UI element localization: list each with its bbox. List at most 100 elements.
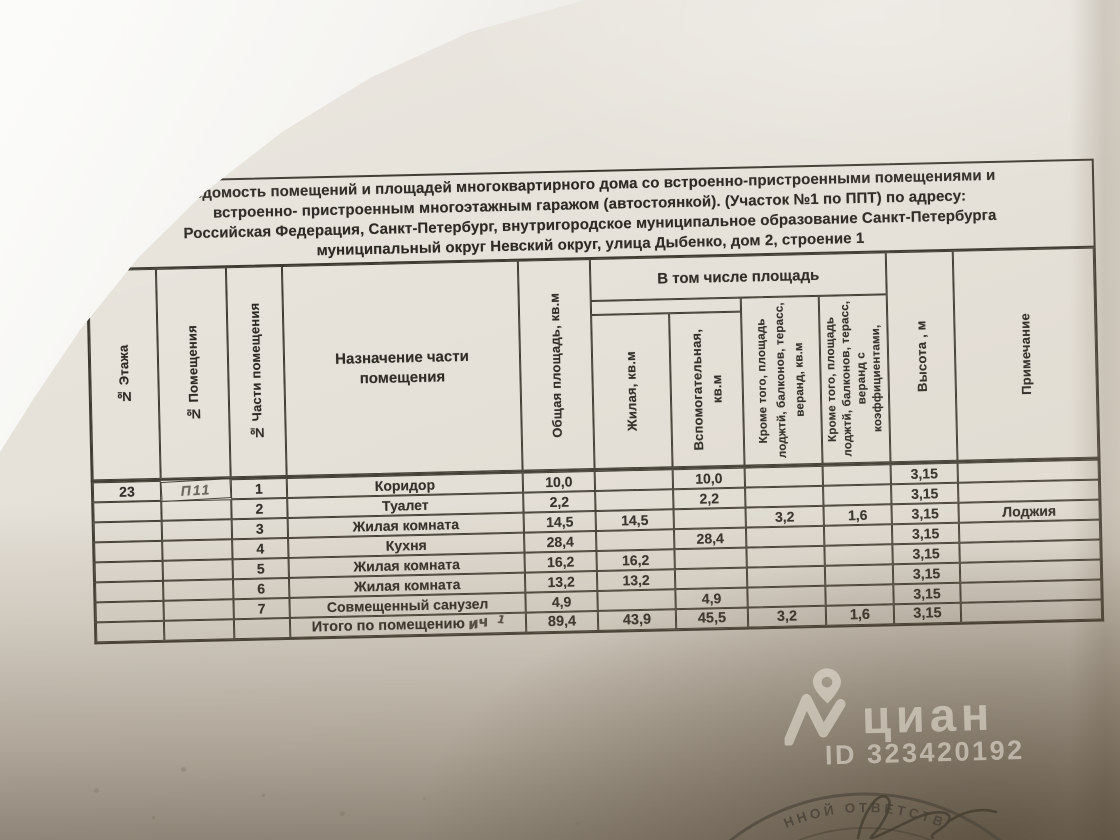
header-balcony-area: Кроме того, площадь лоджтй, балконов, те… bbox=[740, 295, 823, 466]
cell-balcony-coef: 1,6 bbox=[823, 504, 892, 526]
cell-total-area: 13,2 bbox=[524, 570, 598, 593]
cell-note bbox=[960, 599, 1103, 623]
cell-part: 5 bbox=[232, 557, 289, 580]
cell-auxiliary bbox=[673, 507, 746, 530]
cell-floor: 23 bbox=[92, 480, 162, 503]
cell-total-area: 4,9 bbox=[525, 590, 598, 613]
cell-unit bbox=[161, 519, 233, 541]
cell-unit bbox=[163, 599, 234, 621]
cell-balcony: 3,2 bbox=[745, 505, 824, 528]
cell-balcony-coef bbox=[822, 464, 892, 486]
header-total-area: Общая площадь, кв.м bbox=[517, 259, 595, 471]
cell-living bbox=[597, 589, 676, 611]
cell-auxiliary bbox=[674, 547, 747, 570]
cell-part: 2 bbox=[231, 497, 288, 520]
cell-height: 3,15 bbox=[891, 522, 960, 545]
cell-height: 3,15 bbox=[892, 542, 960, 565]
cell-total-area: 14,5 bbox=[523, 510, 596, 533]
cell-balcony-coef bbox=[823, 484, 892, 506]
header-balcony-coef-area: Кроме того, площадь лоджтй, балконов, те… bbox=[818, 294, 891, 464]
cell-balcony bbox=[745, 525, 825, 548]
cell-total-area: 10,0 bbox=[522, 470, 596, 493]
header-unit: № Помещения bbox=[155, 267, 231, 479]
cell-balcony-coef bbox=[824, 564, 894, 586]
signature-squiggle bbox=[856, 795, 998, 840]
cell-balcony bbox=[744, 465, 824, 488]
cell-floor bbox=[93, 500, 162, 523]
cell-auxiliary bbox=[674, 567, 748, 590]
cell-unit bbox=[163, 579, 234, 601]
cell-auxiliary: 2,2 bbox=[673, 487, 746, 510]
cell-total-area: 16,2 bbox=[524, 550, 597, 573]
cell-part: 7 bbox=[233, 597, 290, 620]
cell-unit bbox=[162, 539, 233, 561]
cell-balcony-coef: 1,6 bbox=[825, 604, 895, 626]
cell-total-area: 28,4 bbox=[524, 530, 597, 553]
cell-auxiliary: 10,0 bbox=[672, 467, 746, 490]
cell-height: 3,15 bbox=[893, 582, 961, 605]
cell-height: 3,15 bbox=[890, 462, 958, 485]
cell-balcony bbox=[747, 585, 826, 608]
handwritten-tick: 1 bbox=[496, 612, 506, 627]
header-purpose: Назначение части помещения bbox=[281, 260, 523, 476]
cell-living: 14,5 bbox=[595, 509, 674, 531]
cian-watermark: циан ID 323420192 bbox=[780, 654, 1043, 781]
document-page: Ведомость помещений и площадей многоквар… bbox=[83, 158, 1105, 645]
cell-floor bbox=[95, 600, 164, 623]
cell-floor bbox=[95, 620, 165, 643]
stamp-arc-text: ННОЙ ОТВЕТСТВ bbox=[782, 800, 949, 831]
cell-living bbox=[595, 489, 674, 511]
cell-height: 3,15 bbox=[892, 562, 961, 585]
header-floor: № Этажа bbox=[87, 268, 161, 481]
cell-floor bbox=[95, 580, 164, 603]
table-header: № Этажа № Помещения № Части помещения На… bbox=[85, 247, 1101, 483]
cell-total-area: 2,2 bbox=[523, 490, 596, 513]
cell-balcony bbox=[746, 545, 825, 568]
header-part: № Части помещения bbox=[225, 266, 287, 478]
cell-floor bbox=[94, 560, 164, 583]
header-note: Примечание bbox=[952, 247, 1099, 461]
cell-unit bbox=[162, 559, 233, 581]
cell-floor bbox=[94, 540, 163, 563]
cell-part bbox=[233, 617, 291, 640]
cell-living bbox=[595, 529, 675, 551]
cell-part: 6 bbox=[232, 577, 290, 600]
cell-balcony-coef bbox=[825, 584, 894, 606]
cell-part: 3 bbox=[231, 517, 289, 540]
cell-auxiliary: 4,9 bbox=[675, 587, 748, 610]
cell-living: 43,9 bbox=[597, 609, 677, 631]
cell-unit: П11 bbox=[160, 478, 232, 503]
cell-total-area: 89,4 bbox=[525, 610, 599, 633]
cell-unit bbox=[163, 619, 235, 641]
round-stamp: ННОЙ ОТВЕТСТВ bbox=[728, 792, 1002, 840]
header-living: Жилая, кв.м bbox=[591, 313, 673, 469]
watermark-brand-text: циан bbox=[861, 686, 995, 744]
cell-height: 3,15 bbox=[891, 482, 959, 505]
cell-total-label: Итого по помещению ич 1 bbox=[289, 611, 527, 638]
cell-height: 3,15 bbox=[891, 502, 959, 525]
watermark-id-text: ID 323420192 bbox=[824, 734, 1026, 771]
cell-balcony-coef bbox=[824, 544, 893, 566]
handwritten-note: ич bbox=[466, 611, 490, 634]
cell-balcony bbox=[746, 565, 826, 588]
cell-part: 1 bbox=[230, 477, 288, 500]
cell-balcony-coef bbox=[823, 524, 893, 546]
total-label-text: Итого по помещению bbox=[311, 615, 466, 636]
cell-auxiliary: 28,4 bbox=[673, 527, 747, 550]
cian-logo-icon bbox=[783, 668, 846, 746]
cell-balcony bbox=[745, 485, 824, 508]
header-height: Высота , м bbox=[885, 250, 958, 463]
cell-living: 16,2 bbox=[596, 549, 675, 571]
cell-unit bbox=[161, 499, 232, 521]
cell-height: 3,15 bbox=[893, 602, 962, 625]
cell-balcony: 3,2 bbox=[747, 605, 827, 628]
cell-floor bbox=[93, 520, 163, 543]
cell-living bbox=[594, 469, 674, 491]
header-auxiliary: Вспомогательная, кв.м bbox=[669, 311, 745, 468]
cell-part: 4 bbox=[232, 537, 289, 560]
cell-living: 13,2 bbox=[596, 569, 676, 591]
header-group-including: В том числе площадь bbox=[589, 252, 887, 302]
paper-speckles bbox=[0, 0, 3, 3]
cell-auxiliary: 45,5 bbox=[675, 607, 749, 630]
